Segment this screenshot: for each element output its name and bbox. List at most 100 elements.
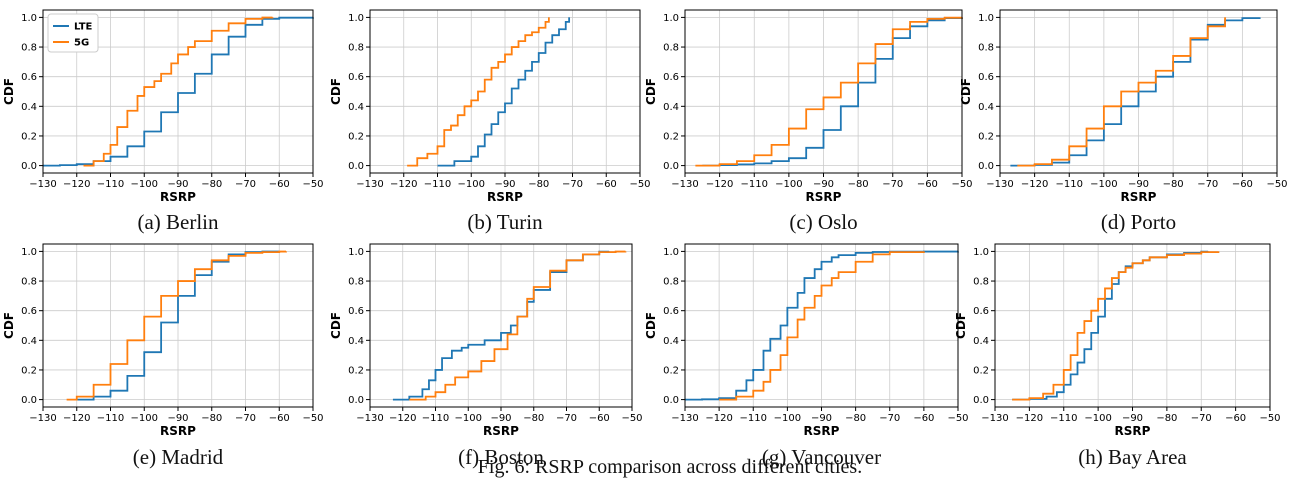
x-tick-label: −60 [596,179,617,190]
y-tick-label: 0.0 [978,161,994,172]
x-tick-label: −90 [167,413,188,424]
y-tick-label: 0.0 [663,161,679,172]
y-tick-label: 1.0 [21,13,37,24]
y-tick-label: 1.0 [348,13,364,24]
x-tick-label: −130 [356,413,383,424]
y-tick-label: 0.0 [348,161,364,172]
series-line-lte [437,17,571,167]
series-line-lte [1012,250,1210,401]
x-tick-label: −60 [917,179,938,190]
y-tick-label: 0.8 [21,277,37,288]
x-tick-label: −50 [629,179,650,190]
x-axis-label: RSRP [483,424,519,438]
x-tick-label: −130 [981,413,1008,424]
x-axis-label: RSRP [1121,190,1157,204]
subplot-caption: (b) Turin [467,210,543,234]
x-tick-label: −100 [1090,179,1117,190]
y-axis-label: CDF [2,78,16,105]
x-tick-label: −50 [1259,413,1280,424]
x-tick-label: −120 [389,413,416,424]
legend-label-lte: LTE [74,22,93,33]
legend: LTE 5G [47,13,99,53]
x-tick-label: −70 [235,413,256,424]
x-tick-label: −100 [775,179,802,190]
subplot-6: −130 −120 −110 −100 −90 −80 −70 −60 −50 0.0 0.2 0.4… [329,243,643,438]
y-tick-label: 0.0 [973,395,989,406]
y-tick-label: 0.6 [348,72,364,83]
y-tick-label: 0.0 [21,395,37,406]
x-tick-label: −60 [589,413,610,424]
x-tick-label: −80 [201,413,222,424]
x-tick-label: −90 [494,179,515,190]
x-axis-label: RSRP [160,424,196,438]
subplot-4: −130 −120 −110 −100 −90 −80 −70 −60 −50 0.0 0.2 0.4… [959,9,1288,204]
x-tick-label: −120 [390,179,417,190]
x-tick-label: −90 [167,179,188,190]
subplot-caption: (e) Madrid [132,445,224,469]
x-tick-label: −100 [131,179,158,190]
subplot-5: −130 −120 −110 −100 −90 −80 −70 −60 −50 0.0 0.2 0.4… [2,243,324,438]
series-line-5g [695,16,963,167]
y-tick-label: 0.0 [21,161,37,172]
x-tick-label: −110 [424,179,451,190]
x-tick-label: −90 [813,179,834,190]
subplot-caption: (h) Bay Area [1078,445,1187,469]
x-axis-label: RSRP [487,190,523,204]
x-tick-label: −50 [1266,179,1287,190]
y-tick-label: 0.0 [663,395,679,406]
x-axis-label: RSRP [160,190,196,204]
subplot-8: −130 −120 −110 −100 −90 −80 −70 −60 −50 0.0 0.2 0.4… [954,243,1281,438]
x-tick-label: −120 [63,413,90,424]
x-tick-label: −130 [356,179,383,190]
x-tick-label: −130 [29,179,56,190]
y-tick-label: 0.4 [663,336,679,347]
y-tick-label: 0.8 [21,43,37,54]
x-tick-label: −50 [951,179,972,190]
subplot-caption: (f) Boston [458,445,544,469]
y-tick-label: 0.0 [348,395,364,406]
figure-caption: Fig. 6: RSRP comparison across different… [477,456,863,478]
x-tick-label: −70 [235,179,256,190]
subplot-caption: (g) Vancouver [761,445,882,469]
y-tick-label: 0.8 [978,43,994,54]
x-tick-label: −100 [1084,413,1111,424]
x-tick-label: −70 [1191,413,1212,424]
y-axis-label: CDF [2,312,16,339]
y-tick-label: 0.8 [348,277,364,288]
x-tick-label: −100 [458,179,485,190]
y-tick-label: 1.0 [973,247,989,258]
x-tick-label: −70 [882,179,903,190]
y-tick-label: 1.0 [348,247,364,258]
x-tick-label: −130 [986,179,1013,190]
x-tick-label: −130 [671,413,698,424]
y-tick-label: 0.2 [973,365,989,376]
y-tick-label: 0.6 [21,72,37,83]
x-axis-label: RSRP [1115,424,1151,438]
x-tick-label: −80 [528,179,549,190]
x-tick-label: −60 [269,413,290,424]
y-tick-label: 0.8 [973,277,989,288]
y-axis-label: CDF [329,312,343,339]
x-tick-label: −60 [1232,179,1253,190]
series-line-5g [409,250,627,401]
subplot-3: −130 −120 −110 −100 −90 −80 −70 −60 −50 0.0 0.2 0.4… [644,9,973,204]
x-tick-label: −120 [706,179,733,190]
y-axis-label: CDF [644,78,658,105]
y-tick-label: 0.4 [21,336,37,347]
y-tick-label: 0.6 [663,72,679,83]
y-tick-label: 1.0 [978,13,994,24]
y-tick-label: 0.6 [978,72,994,83]
legend-box [47,13,99,53]
x-tick-label: −110 [97,413,124,424]
y-tick-label: 0.6 [21,306,37,317]
x-tick-label: −130 [29,413,56,424]
x-tick-label: −130 [671,179,698,190]
subplot-7: −130 −120 −110 −100 −90 −80 −70 −60 −50 0.0 0.2 0.4… [644,243,969,438]
y-tick-label: 0.6 [663,306,679,317]
x-tick-label: −100 [455,413,482,424]
x-tick-label: −60 [269,179,290,190]
y-tick-label: 0.6 [973,306,989,317]
x-tick-label: −80 [1156,413,1177,424]
y-tick-label: 0.2 [21,365,37,376]
x-tick-label: −110 [740,413,767,424]
